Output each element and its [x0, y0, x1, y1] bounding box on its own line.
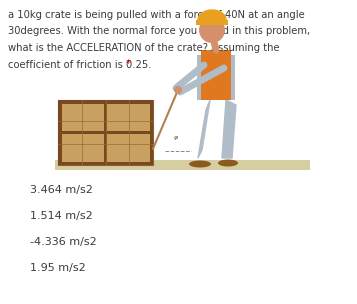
Polygon shape — [198, 100, 210, 158]
Circle shape — [199, 17, 225, 43]
Bar — [58, 131, 153, 134]
Text: *: * — [126, 60, 131, 70]
Ellipse shape — [189, 161, 211, 168]
Text: -4.336 m/s2: -4.336 m/s2 — [30, 237, 97, 247]
Text: a 10kg crate is being pulled with a force of 40N at an angle: a 10kg crate is being pulled with a forc… — [8, 10, 305, 20]
Text: $\varphi$: $\varphi$ — [173, 134, 179, 142]
Text: 3.464 m/s2: 3.464 m/s2 — [30, 185, 93, 195]
Text: coefficient of friction is 0.25.: coefficient of friction is 0.25. — [8, 60, 155, 70]
Bar — [150, 100, 153, 165]
Bar — [58, 100, 153, 165]
Bar — [104, 100, 107, 165]
Bar — [197, 55, 235, 100]
Bar — [196, 20, 228, 25]
Bar — [201, 50, 231, 100]
Text: 30degrees. With the normal force you found in this problem,: 30degrees. With the normal force you fou… — [8, 26, 310, 36]
Bar — [201, 50, 231, 100]
Bar — [55, 160, 310, 170]
Text: 1.95 m/s2: 1.95 m/s2 — [30, 263, 86, 273]
Bar — [58, 100, 153, 103]
Bar — [58, 100, 61, 165]
Text: 1.514 m/s2: 1.514 m/s2 — [30, 211, 93, 221]
Text: what is the ACCELERATION of the crate? Assuming the: what is the ACCELERATION of the crate? A… — [8, 43, 280, 53]
Circle shape — [174, 86, 182, 94]
Ellipse shape — [218, 160, 238, 167]
Bar — [58, 161, 153, 165]
Polygon shape — [222, 100, 236, 158]
Polygon shape — [198, 10, 226, 20]
